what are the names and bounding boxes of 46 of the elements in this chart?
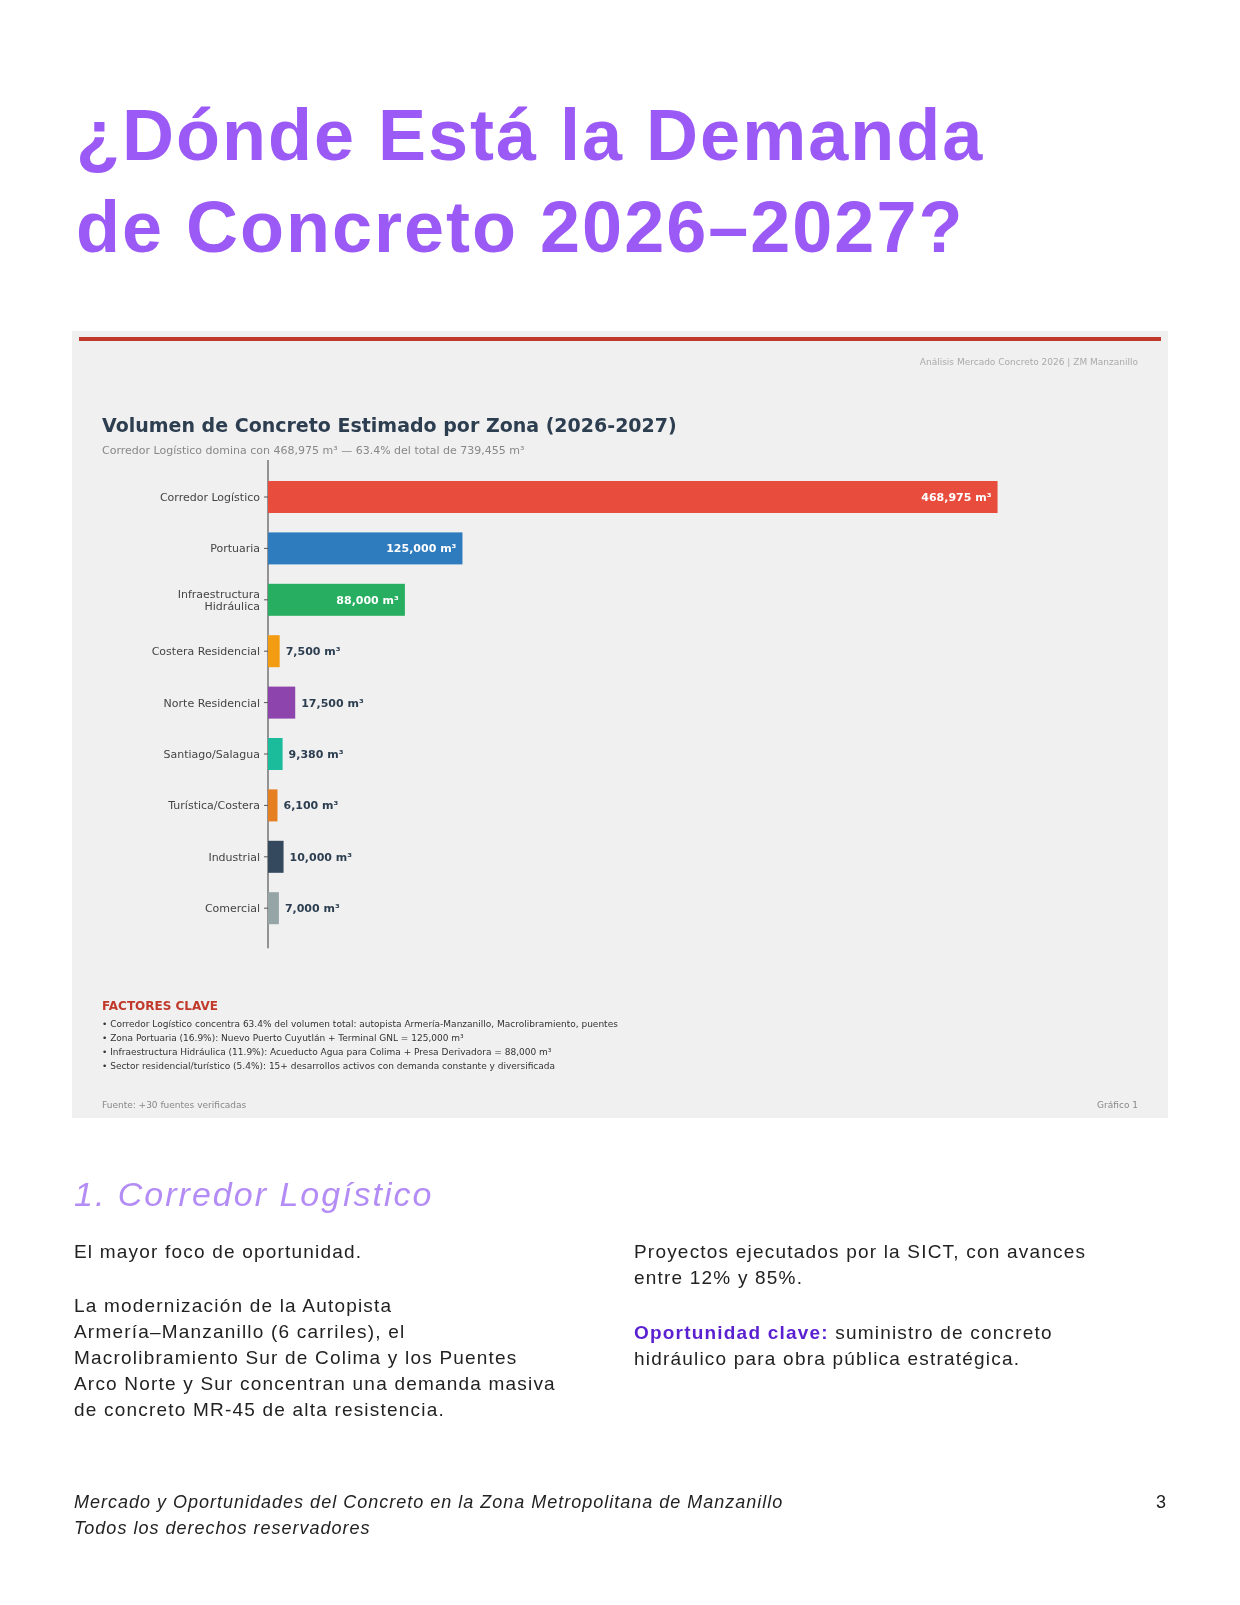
bar [268,789,278,822]
bar [268,892,279,925]
data-label: 7,500 m³ [285,645,341,659]
bar [268,532,463,565]
text: La modernización de la Autopista Armería–Manzanillo (6 carriles), el Macrolibramiento Sur de Colima y los Puentes Arco Norte y Sur concentran una demanda masiva de concreto MR-45 de alta resistencia. [74,1295,556,1420]
text: Gráfico 1 [1097,1100,1138,1110]
data-label: 10,000 m³ [289,850,353,864]
data-label: 468,975 m³ [921,491,992,504]
text: • Corredor Logístico concentra 63.4% del volumen total: autopista Armería-Manzanillo, Macrolibramiento, puentes [102,1019,619,1029]
text: El mayor foco de oportunidad. [74,1241,363,1262]
y-tick-label: Corredor Logístico [159,491,261,504]
y-tick-label: Infraestructura Hidráulica [177,587,260,613]
data-label: 88,000 m³ [336,593,400,607]
text: 3 [1155,1492,1166,1512]
y-tick-label: Portuaria [210,542,260,556]
chart-subtitle: Corredor Logístico domina con 468,975 m³ — 63.4% del total de 739,455 m³ [102,444,525,457]
data-label: 6,100 m³ [283,799,339,813]
text: • Sector residencial/turístico (5.4%): 15+ desarrollos activos con demanda constante y diversificada [102,1061,556,1071]
text: Todos los derechos reservadores [74,1518,371,1538]
text: Análisis Mercado Concreto 2026 | ZM Manzanillo [919,357,1139,367]
chart-title: Volumen de Concreto Estimado por Zona (2026-2027) [102,414,677,436]
bar [268,635,280,668]
text: • Zona Portuaria (16.9%): Nuevo Puerto Cuyutlán + Terminal GNL = 125,000 m³ [102,1033,465,1043]
data-label: 7,000 m³ [284,902,340,916]
bar [268,583,405,616]
data-label: 125,000 m³ [386,542,457,556]
text: • Infraestructura Hidráulica (11.9%): Acueducto Agua para Colima + Presa Derivadora = 88,000 m³ [102,1047,552,1057]
data-label: 17,500 m³ [301,696,364,710]
y-tick-label: Costera Residencial [151,645,260,659]
y-tick-label: Industrial [208,850,260,864]
bar [268,840,284,873]
text: Mercado y Oportunidades del Concreto en la Zona Metropolitana de Manzanillo [74,1492,784,1512]
bar [268,481,998,513]
text: 1. Corredor Logístico [74,1175,434,1213]
bar [268,686,296,719]
y-tick-label: Comercial [204,902,260,916]
y-tick-label: Norte Residencial [163,696,260,710]
y-tick-label: Turística/Costera [167,799,260,813]
y-tick-label: Santiago/Salagua [163,748,260,761]
text: Proyectos ejecutados por la SICT, con avances entre 12% y 85%. [634,1241,1087,1288]
data-label: 9,380 m³ [288,748,344,761]
bar [268,738,283,770]
text: Oportunidad clave: suministro de concreto hidráulico para obra pública estratégica. [634,1322,1053,1369]
text: ¿Dónde Está la Demanda de Concreto 2026–2027? [76,95,985,267]
source-note: Fuente: +30 fuentes verificadas [102,1100,247,1110]
text: FACTORES CLAVE [102,999,218,1013]
